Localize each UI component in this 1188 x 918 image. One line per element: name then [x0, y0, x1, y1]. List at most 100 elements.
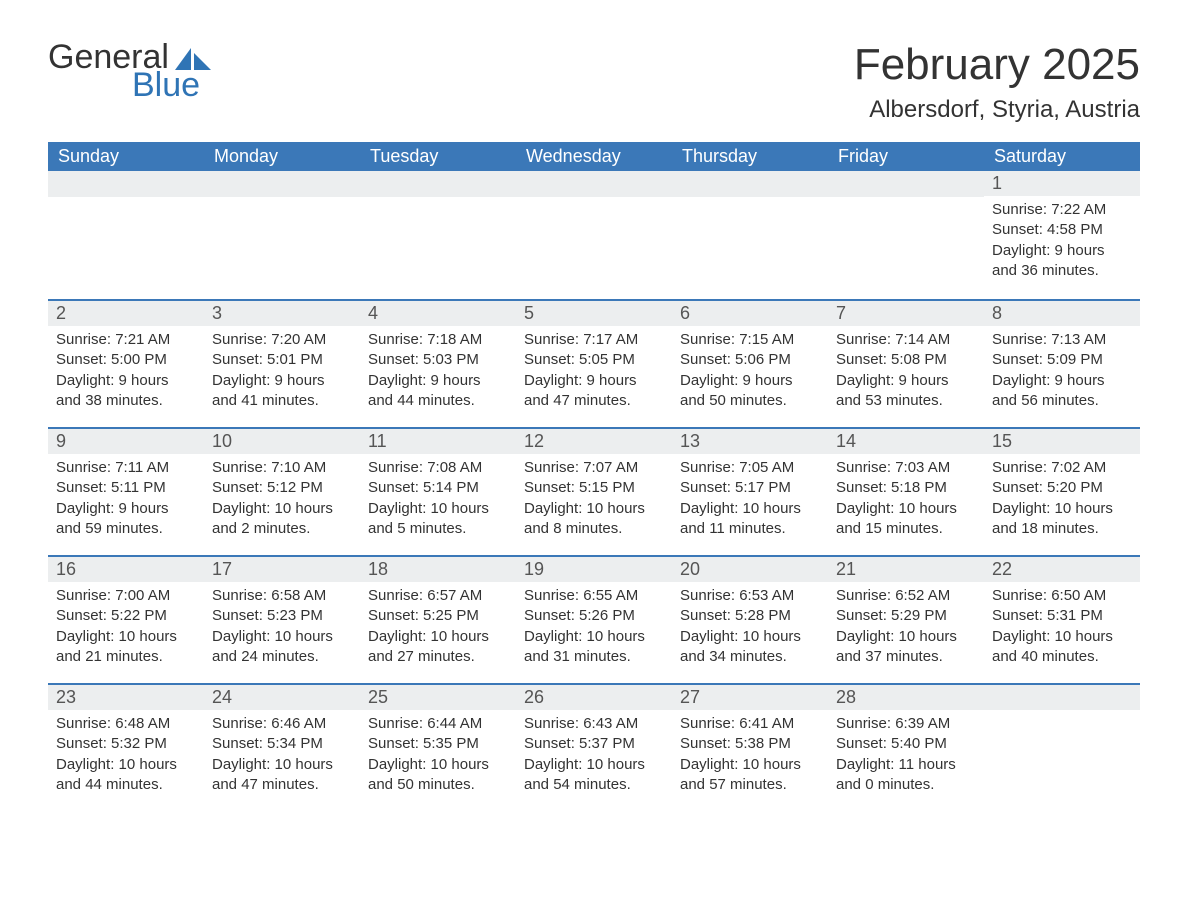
- daylight-text: Daylight: 10 hours and 40 minutes.: [992, 627, 1132, 668]
- sunset-text: Sunset: 5:20 PM: [992, 478, 1132, 498]
- day-number: 5: [516, 299, 672, 326]
- calendar-cell: 27Sunrise: 6:41 AMSunset: 5:38 PMDayligh…: [672, 683, 828, 811]
- day-number: 23: [48, 683, 204, 710]
- calendar-cell: [48, 171, 204, 299]
- calendar-cell: 7Sunrise: 7:14 AMSunset: 5:08 PMDaylight…: [828, 299, 984, 427]
- logo: General Blue: [48, 40, 211, 102]
- day-body: Sunrise: 6:55 AMSunset: 5:26 PMDaylight:…: [516, 582, 672, 675]
- day-number: 8: [984, 299, 1140, 326]
- sunrise-text: Sunrise: 7:22 AM: [992, 200, 1132, 220]
- logo-word-blue: Blue: [132, 68, 211, 102]
- calendar-cell: [828, 171, 984, 299]
- day-body: Sunrise: 6:41 AMSunset: 5:38 PMDaylight:…: [672, 710, 828, 803]
- sunset-text: Sunset: 5:26 PM: [524, 606, 664, 626]
- calendar-cell: 5 Sunrise: 7:17 AMSunset: 5:05 PMDaylight…: [516, 299, 672, 427]
- daylight-text: Daylight: 9 hours and 53 minutes.: [836, 371, 976, 412]
- day-number: [516, 171, 672, 197]
- day-number: 6: [672, 299, 828, 326]
- day-number: [984, 683, 1140, 710]
- day-number: 10: [204, 427, 360, 454]
- calendar-week: 1Sunrise: 7:22 AMSunset: 4:58 PMDaylight…: [48, 171, 1140, 299]
- weekday-row: SundayMondayTuesdayWednesdayThursdayFrid…: [48, 142, 1140, 171]
- daylight-text: Daylight: 9 hours and 47 minutes.: [524, 371, 664, 412]
- day-body: [48, 197, 204, 209]
- sunrise-text: Sunrise: 7:11 AM: [56, 458, 196, 478]
- calendar-cell: 14Sunrise: 7:03 AMSunset: 5:18 PMDayligh…: [828, 427, 984, 555]
- sunset-text: Sunset: 5:23 PM: [212, 606, 352, 626]
- sunset-text: Sunset: 5:37 PM: [524, 734, 664, 754]
- day-body: Sunrise: 7:18 AMSunset: 5:03 PMDaylight:…: [360, 326, 516, 419]
- calendar-cell: 24Sunrise: 6:46 AMSunset: 5:34 PMDayligh…: [204, 683, 360, 811]
- weekday-header: Saturday: [984, 142, 1140, 171]
- daylight-text: Daylight: 9 hours and 50 minutes.: [680, 371, 820, 412]
- sunrise-text: Sunrise: 6:53 AM: [680, 586, 820, 606]
- day-body: Sunrise: 6:52 AMSunset: 5:29 PMDaylight:…: [828, 582, 984, 675]
- daylight-text: Daylight: 10 hours and 31 minutes.: [524, 627, 664, 668]
- sunset-text: Sunset: 5:06 PM: [680, 350, 820, 370]
- calendar-cell: 22Sunrise: 6:50 AMSunset: 5:31 PMDayligh…: [984, 555, 1140, 683]
- day-body: Sunrise: 7:07 AMSunset: 5:15 PMDaylight:…: [516, 454, 672, 547]
- sunrise-text: Sunrise: 6:52 AM: [836, 586, 976, 606]
- sunrise-text: Sunrise: 6:48 AM: [56, 714, 196, 734]
- day-number: 16: [48, 555, 204, 582]
- calendar-cell: [984, 683, 1140, 811]
- calendar-cell: 4Sunrise: 7:18 AMSunset: 5:03 PMDaylight…: [360, 299, 516, 427]
- day-body: Sunrise: 6:57 AMSunset: 5:25 PMDaylight:…: [360, 582, 516, 675]
- daylight-text: Daylight: 9 hours and 56 minutes.: [992, 371, 1132, 412]
- daylight-text: Daylight: 10 hours and 37 minutes.: [836, 627, 976, 668]
- day-body: [672, 197, 828, 209]
- sunset-text: Sunset: 5:25 PM: [368, 606, 508, 626]
- sunrise-text: Sunrise: 7:02 AM: [992, 458, 1132, 478]
- day-number: 19: [516, 555, 672, 582]
- day-number: 4: [360, 299, 516, 326]
- day-number: 3: [204, 299, 360, 326]
- page-header: General Blue February 2025 Albersdorf, S…: [48, 40, 1140, 124]
- sunset-text: Sunset: 5:05 PM: [524, 350, 664, 370]
- day-body: Sunrise: 7:00 AMSunset: 5:22 PMDaylight:…: [48, 582, 204, 675]
- day-body: Sunrise: 6:48 AMSunset: 5:32 PMDaylight:…: [48, 710, 204, 803]
- sunset-text: Sunset: 5:38 PM: [680, 734, 820, 754]
- calendar-cell: 23Sunrise: 6:48 AMSunset: 5:32 PMDayligh…: [48, 683, 204, 811]
- daylight-text: Daylight: 11 hours and 0 minutes.: [836, 755, 976, 796]
- sunrise-text: Sunrise: 7:08 AM: [368, 458, 508, 478]
- sunset-text: Sunset: 5:15 PM: [524, 478, 664, 498]
- sunrise-text: Sunrise: 7:17 AM: [524, 330, 664, 350]
- day-body: Sunrise: 7:20 AMSunset: 5:01 PMDaylight:…: [204, 326, 360, 419]
- calendar-cell: 25Sunrise: 6:44 AMSunset: 5:35 PMDayligh…: [360, 683, 516, 811]
- day-body: [828, 197, 984, 209]
- weekday-header: Thursday: [672, 142, 828, 171]
- sunrise-text: Sunrise: 7:21 AM: [56, 330, 196, 350]
- sunset-text: Sunset: 5:34 PM: [212, 734, 352, 754]
- sunset-text: Sunset: 5:11 PM: [56, 478, 196, 498]
- daylight-text: Daylight: 10 hours and 11 minutes.: [680, 499, 820, 540]
- sunset-text: Sunset: 5:29 PM: [836, 606, 976, 626]
- sunrise-text: Sunrise: 6:58 AM: [212, 586, 352, 606]
- sunrise-text: Sunrise: 7:15 AM: [680, 330, 820, 350]
- weekday-header: Wednesday: [516, 142, 672, 171]
- day-number: 12: [516, 427, 672, 454]
- calendar-cell: 11Sunrise: 7:08 AMSunset: 5:14 PMDayligh…: [360, 427, 516, 555]
- sunset-text: Sunset: 5:35 PM: [368, 734, 508, 754]
- day-number: 15: [984, 427, 1140, 454]
- sunset-text: Sunset: 5:03 PM: [368, 350, 508, 370]
- day-number: 1: [984, 171, 1140, 196]
- sunset-text: Sunset: 5:18 PM: [836, 478, 976, 498]
- calendar-cell: 28Sunrise: 6:39 AMSunset: 5:40 PMDayligh…: [828, 683, 984, 811]
- day-body: [360, 197, 516, 209]
- sunset-text: Sunset: 5:31 PM: [992, 606, 1132, 626]
- calendar-cell: 3Sunrise: 7:20 AMSunset: 5:01 PMDaylight…: [204, 299, 360, 427]
- calendar-cell: 26Sunrise: 6:43 AMSunset: 5:37 PMDayligh…: [516, 683, 672, 811]
- sunset-text: Sunset: 5:22 PM: [56, 606, 196, 626]
- sunrise-text: Sunrise: 7:00 AM: [56, 586, 196, 606]
- calendar-body: 1Sunrise: 7:22 AMSunset: 4:58 PMDaylight…: [48, 171, 1140, 811]
- calendar-cell: 19Sunrise: 6:55 AMSunset: 5:26 PMDayligh…: [516, 555, 672, 683]
- day-number: 27: [672, 683, 828, 710]
- daylight-text: Daylight: 9 hours and 41 minutes.: [212, 371, 352, 412]
- sunset-text: Sunset: 5:00 PM: [56, 350, 196, 370]
- sunrise-text: Sunrise: 7:10 AM: [212, 458, 352, 478]
- daylight-text: Daylight: 10 hours and 50 minutes.: [368, 755, 508, 796]
- day-number: 13: [672, 427, 828, 454]
- sunrise-text: Sunrise: 7:07 AM: [524, 458, 664, 478]
- day-number: 18: [360, 555, 516, 582]
- sunset-text: Sunset: 5:32 PM: [56, 734, 196, 754]
